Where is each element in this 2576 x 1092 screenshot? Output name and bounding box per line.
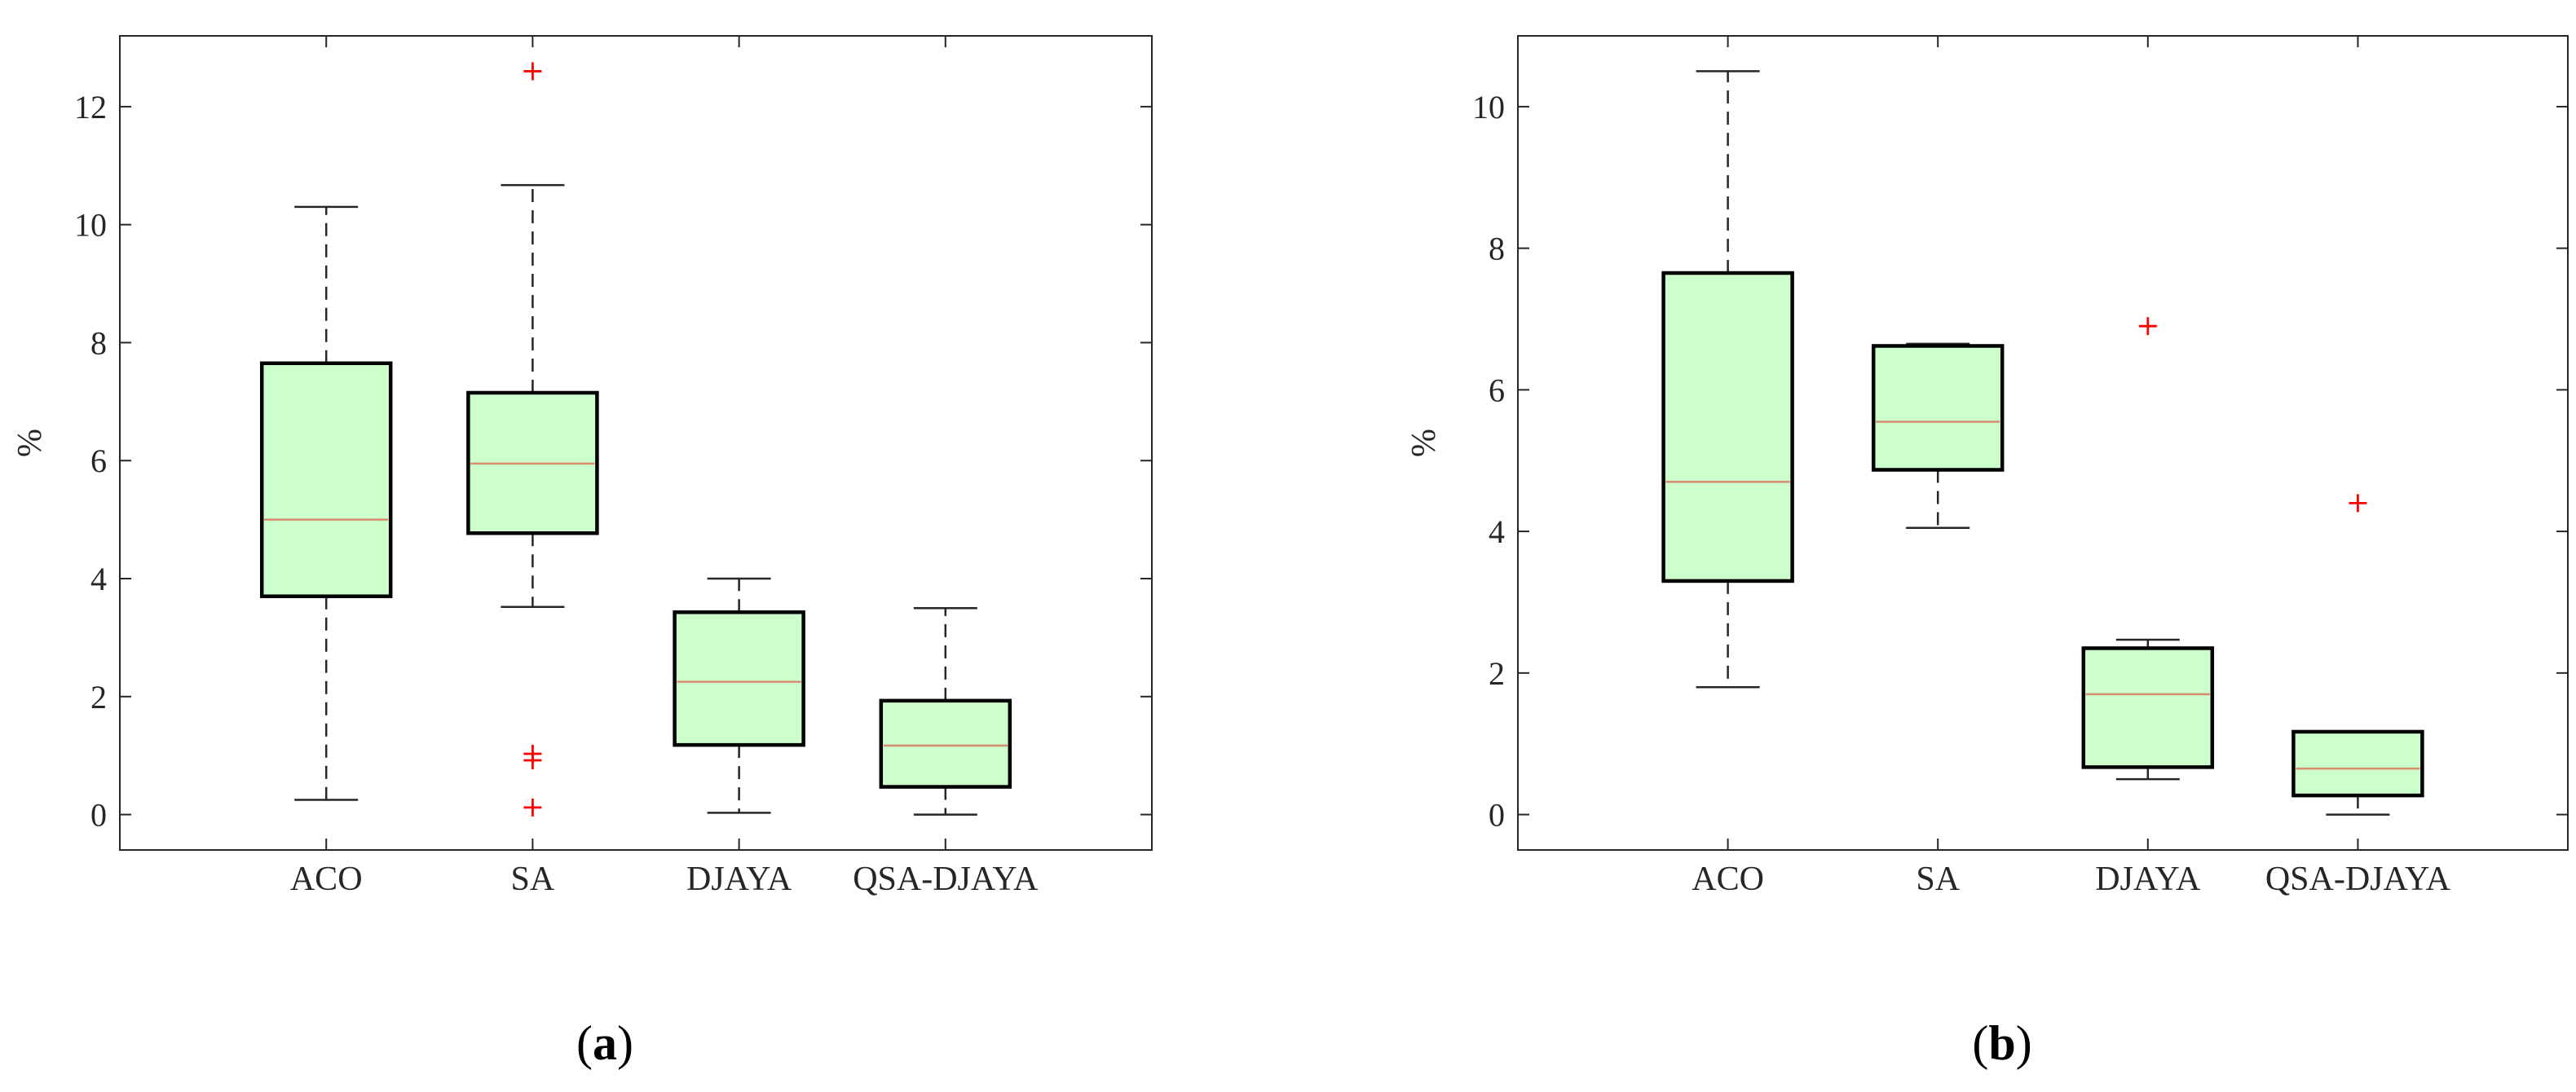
panel-label: (a)	[576, 1016, 633, 1070]
y-tick-label: 10	[74, 207, 107, 244]
iqr-box	[2081, 646, 2215, 769]
box-qsa-djaya	[879, 606, 1012, 816]
panel-a: 0 2 4 6 8 10 12% ACO SA DJAYA QSA-DJAYA (a)	[11, 35, 1153, 1070]
box-qsa-djaya	[2291, 494, 2424, 816]
x-tick-label: ACO	[290, 861, 363, 898]
x-tick-label: DJAYA	[2095, 861, 2201, 898]
y-tick-label: 8	[90, 324, 107, 361]
y-tick-label: 8	[1489, 231, 1505, 267]
y-tick-label: 0	[1489, 797, 1505, 834]
axes-frame	[1517, 35, 2569, 851]
y-tick-label: 12	[74, 89, 107, 125]
panel-label: (b)	[1972, 1016, 2031, 1070]
box-djaya	[673, 577, 805, 814]
iqr-box	[259, 361, 393, 598]
y-tick-label: 0	[90, 797, 107, 834]
x-tick-label: SA	[1916, 861, 1960, 898]
outlier-marker	[2138, 317, 2157, 336]
x-tick-label: QSA-DJAYA	[853, 861, 1039, 898]
box-sa	[466, 62, 599, 817]
x-tick-label: DJAYA	[686, 861, 792, 898]
y-tick-label: 6	[90, 443, 107, 479]
iqr-box	[1661, 271, 1794, 583]
outlier-marker	[2349, 494, 2367, 513]
panel-b: 0 2 4 6 8 10% ACO SA DJAYA QSA-DJAYA (b)	[1405, 35, 2569, 1070]
iqr-box	[2291, 729, 2424, 798]
box-sa	[1871, 342, 2005, 529]
x-tick-label: SA	[511, 861, 555, 898]
x-tick-label: QSA-DJAYA	[2265, 861, 2451, 898]
y-tick-label: 2	[90, 679, 107, 716]
y-tick-label: 4	[90, 561, 107, 597]
iqr-box	[879, 698, 1012, 789]
iqr-box	[1871, 344, 2005, 472]
y-axis-label: %	[11, 429, 49, 457]
axes-frame	[119, 35, 1153, 851]
box-djaya	[2081, 317, 2215, 781]
box-aco	[1661, 70, 1794, 689]
y-tick-label: 6	[1489, 372, 1505, 408]
y-tick-label: 4	[1489, 513, 1505, 550]
y-tick-label: 2	[1489, 655, 1505, 692]
outlier-marker	[523, 62, 542, 81]
outlier-marker	[523, 751, 542, 769]
y-tick-label: 10	[1472, 89, 1505, 125]
y-axis-label: %	[1405, 429, 1443, 457]
x-tick-label: ACO	[1692, 861, 1764, 898]
iqr-box	[673, 610, 805, 747]
outlier-marker	[523, 798, 542, 817]
box-aco	[259, 205, 393, 801]
